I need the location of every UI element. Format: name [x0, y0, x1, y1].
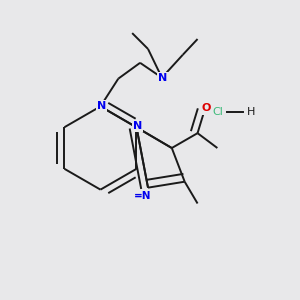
Text: N: N: [133, 121, 142, 131]
Text: =N: =N: [134, 190, 152, 201]
Text: O: O: [202, 103, 211, 113]
Text: N: N: [97, 101, 106, 111]
Text: H: H: [247, 107, 255, 117]
Text: Cl: Cl: [212, 107, 223, 117]
Text: N: N: [158, 73, 167, 83]
